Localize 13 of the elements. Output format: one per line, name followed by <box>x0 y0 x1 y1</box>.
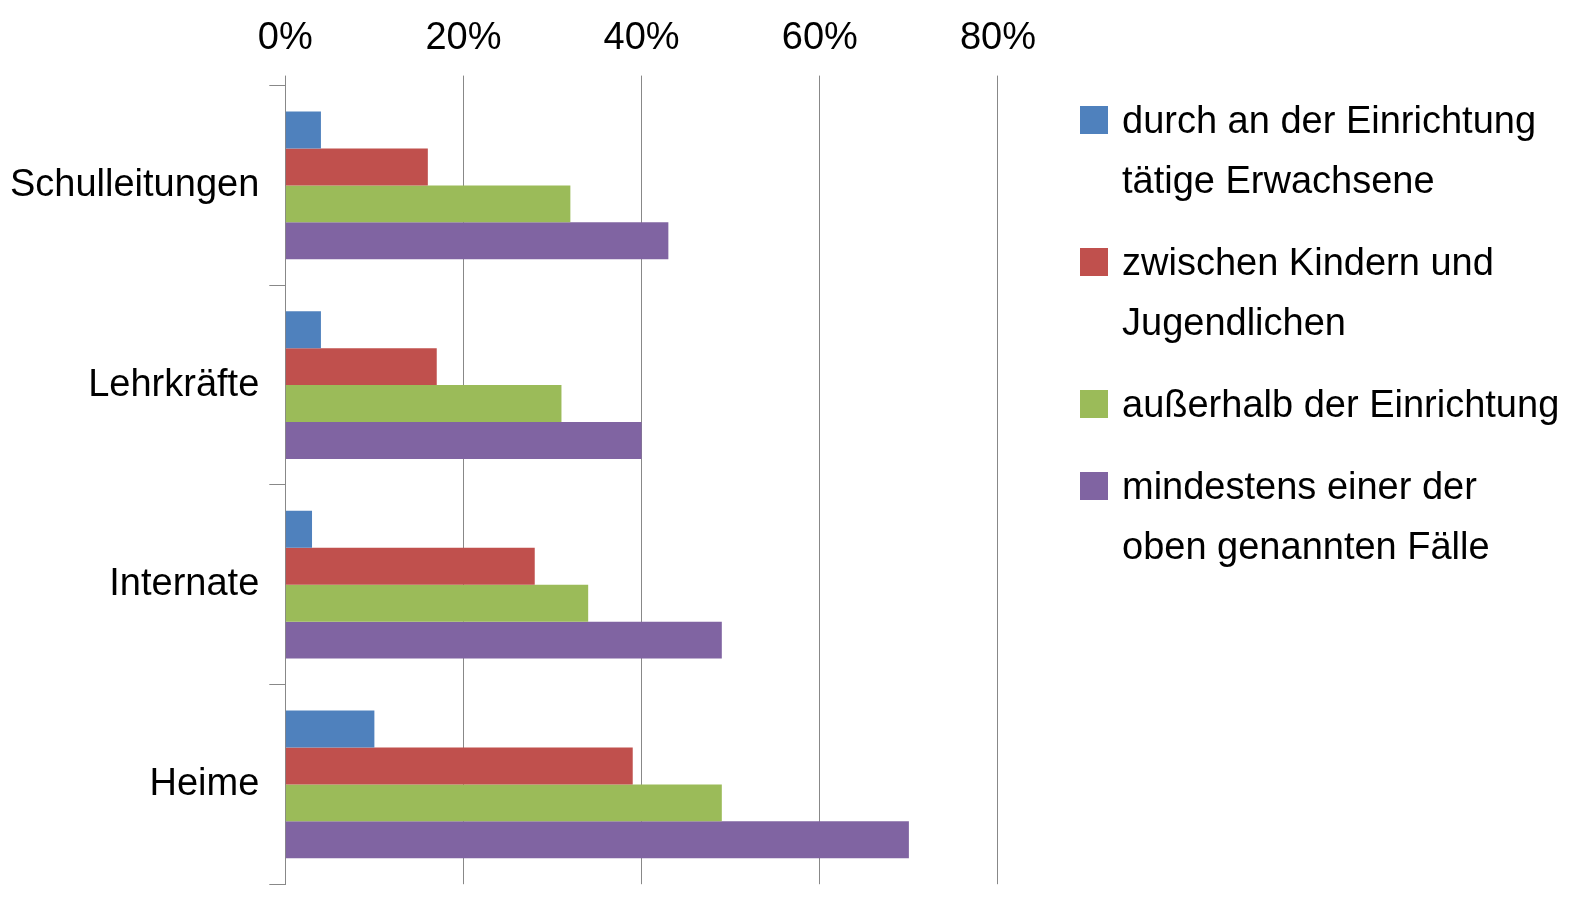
legend-label: zwischen Kindern und Jugendlichen <box>1122 240 1495 345</box>
x-tick-label: 40% <box>603 15 680 58</box>
x-tick-label: 20% <box>425 15 502 58</box>
x-tick-label: 60% <box>781 15 858 58</box>
y-tick-label: Heime <box>149 760 260 803</box>
legend-label: mindestens einer der oben genannten Fälle <box>1122 464 1491 569</box>
x-tick-label: 80% <box>959 15 1036 58</box>
y-tick-label: Schulleitungen <box>9 161 260 204</box>
legend-label: außerhalb der Einrichtung <box>1122 382 1560 427</box>
x-tick-label: 0% <box>257 15 313 58</box>
legend-label: durch an der Einrichtung tätige Erwachsene <box>1122 98 1538 203</box>
y-tick-label: Lehrkräfte <box>88 361 260 404</box>
y-tick-label: Internate <box>109 561 260 604</box>
